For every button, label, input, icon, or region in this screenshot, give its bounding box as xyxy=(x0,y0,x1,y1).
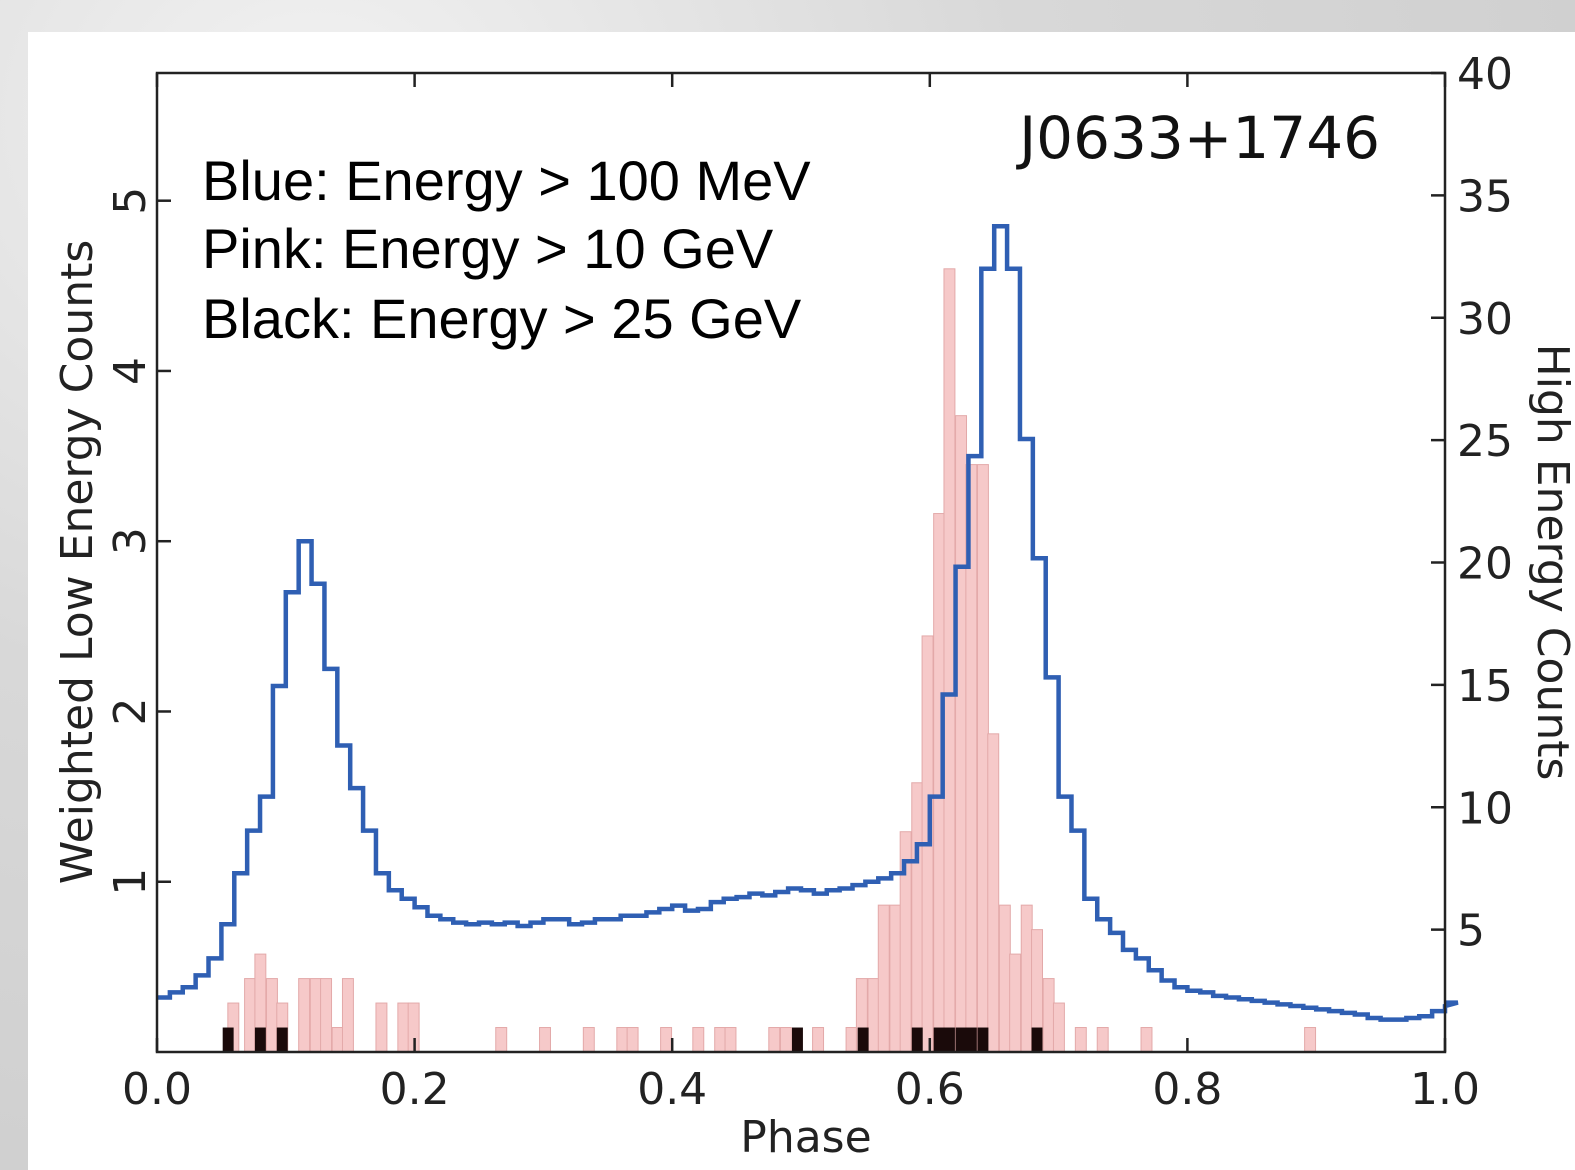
right-y-tick-label: 20 xyxy=(1457,539,1513,590)
pink-bar xyxy=(616,1027,629,1053)
x-tick-label: 0.2 xyxy=(380,1064,450,1115)
pink-bar xyxy=(976,464,989,1053)
pink-bar xyxy=(867,978,880,1053)
pink-bar xyxy=(987,733,1000,1053)
black-bar xyxy=(1031,1027,1043,1052)
pink-bar xyxy=(309,978,322,1053)
pink-bar xyxy=(660,1027,673,1053)
pink-bar xyxy=(626,1027,639,1053)
right-y-tick-label: 30 xyxy=(1457,294,1513,345)
pink-bar xyxy=(1042,978,1055,1053)
pink-bar xyxy=(877,904,890,1053)
pink-bar xyxy=(265,978,278,1053)
black-bar xyxy=(965,1027,977,1052)
pink-bar xyxy=(998,904,1011,1053)
right-y-axis-ticks: 5 10 15 20 25 30 35 40 xyxy=(1431,49,1513,957)
pink-bar xyxy=(889,904,902,1053)
x-tick-label: 0.8 xyxy=(1152,1064,1222,1115)
right-y-axis-title: High Energy Counts xyxy=(1527,344,1575,781)
black-bar xyxy=(977,1027,989,1052)
pulsar-name-annotation: J0633+1746 xyxy=(1016,104,1380,172)
pink-bar xyxy=(724,1027,737,1053)
black-bar xyxy=(254,1027,266,1052)
x-tick-label: 1.0 xyxy=(1410,1064,1480,1115)
pink-bar xyxy=(582,1027,595,1053)
legend-line-pink: Pink: Energy > 10 GeV xyxy=(202,217,774,280)
pink-bar xyxy=(341,978,354,1053)
pink-bar xyxy=(539,1027,551,1053)
pink-bar xyxy=(692,1027,705,1053)
black-bar xyxy=(933,1027,945,1052)
right-y-tick-label: 5 xyxy=(1457,906,1485,957)
x-tick-label: 0.0 xyxy=(122,1064,192,1115)
pink-bar xyxy=(911,782,924,1053)
left-y-tick-label: 4 xyxy=(105,357,156,385)
left-y-tick-label: 1 xyxy=(105,868,156,896)
pink-bar xyxy=(1074,1027,1087,1053)
right-y-tick-label: 25 xyxy=(1457,416,1513,467)
left-y-axis-title: Weighted Low Energy Counts xyxy=(52,240,103,885)
pink-bar xyxy=(495,1027,508,1053)
pink-bars xyxy=(227,268,1317,1053)
x-axis-title: Phase xyxy=(740,1112,871,1163)
legend-line-black: Black: Energy > 25 GeV xyxy=(202,287,802,350)
x-tick-label: 0.6 xyxy=(895,1064,965,1115)
pink-bar xyxy=(768,1027,781,1053)
pink-bar xyxy=(812,1027,825,1053)
pink-bar xyxy=(1096,1027,1109,1053)
pink-bar xyxy=(779,1027,792,1053)
left-y-tick-label: 5 xyxy=(105,187,156,215)
pink-bar xyxy=(298,978,311,1053)
pink-bar xyxy=(1052,1002,1065,1053)
legend-line-blue: Blue: Energy > 100 MeV xyxy=(202,149,811,212)
right-y-tick-label: 10 xyxy=(1457,783,1513,834)
pink-bar xyxy=(320,978,333,1053)
black-bar xyxy=(943,1027,955,1052)
pink-bar xyxy=(375,1002,388,1053)
x-axis-ticks: 0.0 0.2 0.4 0.6 0.8 1.0 xyxy=(122,73,1480,1115)
black-bar xyxy=(276,1027,288,1052)
black-bar xyxy=(955,1027,967,1052)
right-y-tick-label: 40 xyxy=(1457,49,1513,100)
pink-bar xyxy=(714,1027,727,1053)
right-y-tick-label: 15 xyxy=(1457,661,1513,712)
pink-bar xyxy=(331,1027,344,1053)
black-bar xyxy=(222,1027,234,1052)
pink-bar xyxy=(955,415,968,1053)
pink-bar xyxy=(397,1002,410,1053)
pink-bar xyxy=(943,268,956,1053)
left-y-tick-label: 2 xyxy=(105,697,156,725)
black-bar xyxy=(791,1027,803,1052)
blue-step-line xyxy=(157,223,1459,1022)
left-y-axis-ticks: 1 2 3 4 5 xyxy=(105,187,171,896)
left-y-tick-label: 3 xyxy=(105,527,156,555)
pink-bar xyxy=(1304,1027,1317,1053)
pink-bar xyxy=(244,978,257,1053)
pink-bar xyxy=(1020,904,1033,1053)
pink-bar xyxy=(1140,1027,1153,1053)
black-bar xyxy=(911,1027,923,1052)
x-tick-label: 0.4 xyxy=(637,1064,707,1115)
right-y-tick-label: 35 xyxy=(1457,171,1513,222)
pink-bar xyxy=(1009,953,1022,1053)
black-bars xyxy=(222,1027,1043,1052)
black-bar xyxy=(857,1027,869,1052)
pink-bar xyxy=(845,1027,858,1053)
